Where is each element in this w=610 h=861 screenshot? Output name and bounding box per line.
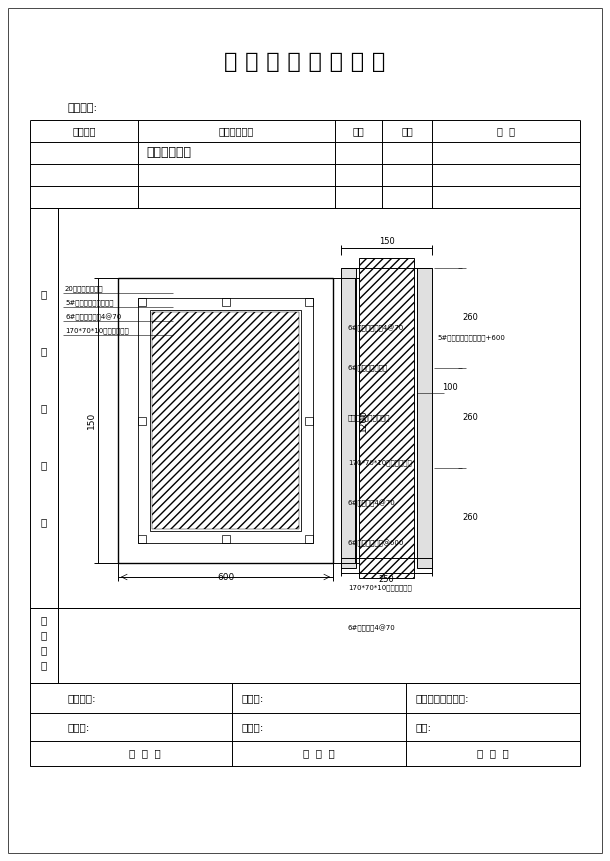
Text: 260: 260 <box>462 313 478 323</box>
Text: 备  注: 备 注 <box>497 126 515 136</box>
Bar <box>30 683 580 766</box>
Bar <box>417 268 432 568</box>
Text: 意: 意 <box>41 645 47 655</box>
Bar <box>138 298 313 543</box>
Text: 质量员:: 质量员: <box>242 722 264 732</box>
Text: 150: 150 <box>379 237 395 245</box>
Text: 5#镀锌角钢横向龙骨置: 5#镀锌角钢横向龙骨置 <box>65 300 113 307</box>
Bar <box>118 278 333 563</box>
Text: 600: 600 <box>217 573 234 581</box>
Text: 工程名称:: 工程名称: <box>68 103 98 113</box>
Text: 年  月  日: 年 月 日 <box>477 748 509 759</box>
Bar <box>341 268 356 568</box>
Bar <box>138 417 146 424</box>
Text: 20厚花岗石材干挂: 20厚花岗石材干挂 <box>65 286 104 292</box>
Text: 施工员:: 施工员: <box>242 693 264 703</box>
Text: 1200: 1200 <box>359 409 367 432</box>
Bar <box>359 258 414 578</box>
Text: 见: 见 <box>41 660 47 670</box>
Text: 分项工程名称: 分项工程名称 <box>219 126 254 136</box>
Text: 100: 100 <box>442 383 458 393</box>
Text: 6#镀锌槽钢4@70: 6#镀锌槽钢4@70 <box>348 499 396 506</box>
Text: 单位: 单位 <box>353 126 364 136</box>
Bar <box>152 312 299 529</box>
Text: 170*70*10镀锌钢角三道: 170*70*10镀锌钢角三道 <box>65 328 129 334</box>
Bar <box>221 535 229 543</box>
Bar <box>305 535 313 543</box>
Text: 170*70*10镀锌钢角三道: 170*70*10镀锌钢角三道 <box>348 585 412 592</box>
Text: 明: 明 <box>41 517 47 527</box>
Text: 6#镀锌槽钢纵向长: 6#镀锌槽钢纵向长 <box>348 365 388 371</box>
Bar <box>58 208 580 608</box>
Bar <box>58 608 580 683</box>
Text: 方柱石材干挂: 方柱石材干挂 <box>146 146 191 159</box>
Text: 班组长:: 班组长: <box>68 722 90 732</box>
Bar <box>138 535 146 543</box>
Text: 170*70*10镀锌钢角三道: 170*70*10镀锌钢角三道 <box>348 460 412 467</box>
Text: 项目经理:: 项目经理: <box>68 693 96 703</box>
Text: 说: 说 <box>41 460 47 470</box>
Bar <box>30 208 58 608</box>
Text: 检: 检 <box>41 615 47 625</box>
Text: 图: 图 <box>41 346 47 356</box>
Text: 5#镀锌角钢横向龙骨置+600: 5#镀锌角钢横向龙骨置+600 <box>437 335 505 341</box>
Text: 隐 蔽 工 程 验 收 记 录: 隐 蔽 工 程 验 收 记 录 <box>224 52 386 72</box>
Text: 6#镀锌槽钢纵向4@70: 6#镀锌槽钢纵向4@70 <box>348 325 404 331</box>
Text: 施工图号: 施工图号 <box>72 126 96 136</box>
Text: 稀疏光大插龙骨兔头头: 稀疏光大插龙骨兔头头 <box>348 415 390 421</box>
Text: 260: 260 <box>462 413 478 423</box>
Bar <box>305 298 313 306</box>
Bar <box>30 608 58 683</box>
Text: 附: 附 <box>41 288 47 299</box>
Text: 查: 查 <box>41 630 47 640</box>
Text: 年  月  日: 年 月 日 <box>129 748 161 759</box>
Bar <box>150 310 301 531</box>
Text: 6#镀锌角钢纵向@600: 6#镀锌角钢纵向@600 <box>348 539 404 547</box>
Text: 及: 及 <box>41 403 47 413</box>
Text: 建设（监理）意见:: 建设（监理）意见: <box>416 693 470 703</box>
Text: 260: 260 <box>462 513 478 523</box>
Text: 6#镀锌槽钢纵向4@70: 6#镀锌槽钢纵向4@70 <box>65 313 121 320</box>
Text: 6#镀锌槽钢4@70: 6#镀锌槽钢4@70 <box>348 624 396 632</box>
Text: 代表:: 代表: <box>416 722 432 732</box>
Text: 150: 150 <box>87 412 96 429</box>
Bar <box>138 298 146 306</box>
Text: 数量: 数量 <box>401 126 413 136</box>
Text: 年  月  日: 年 月 日 <box>303 748 335 759</box>
Bar <box>305 417 313 424</box>
Bar <box>221 298 229 306</box>
Text: 250: 250 <box>379 575 395 585</box>
